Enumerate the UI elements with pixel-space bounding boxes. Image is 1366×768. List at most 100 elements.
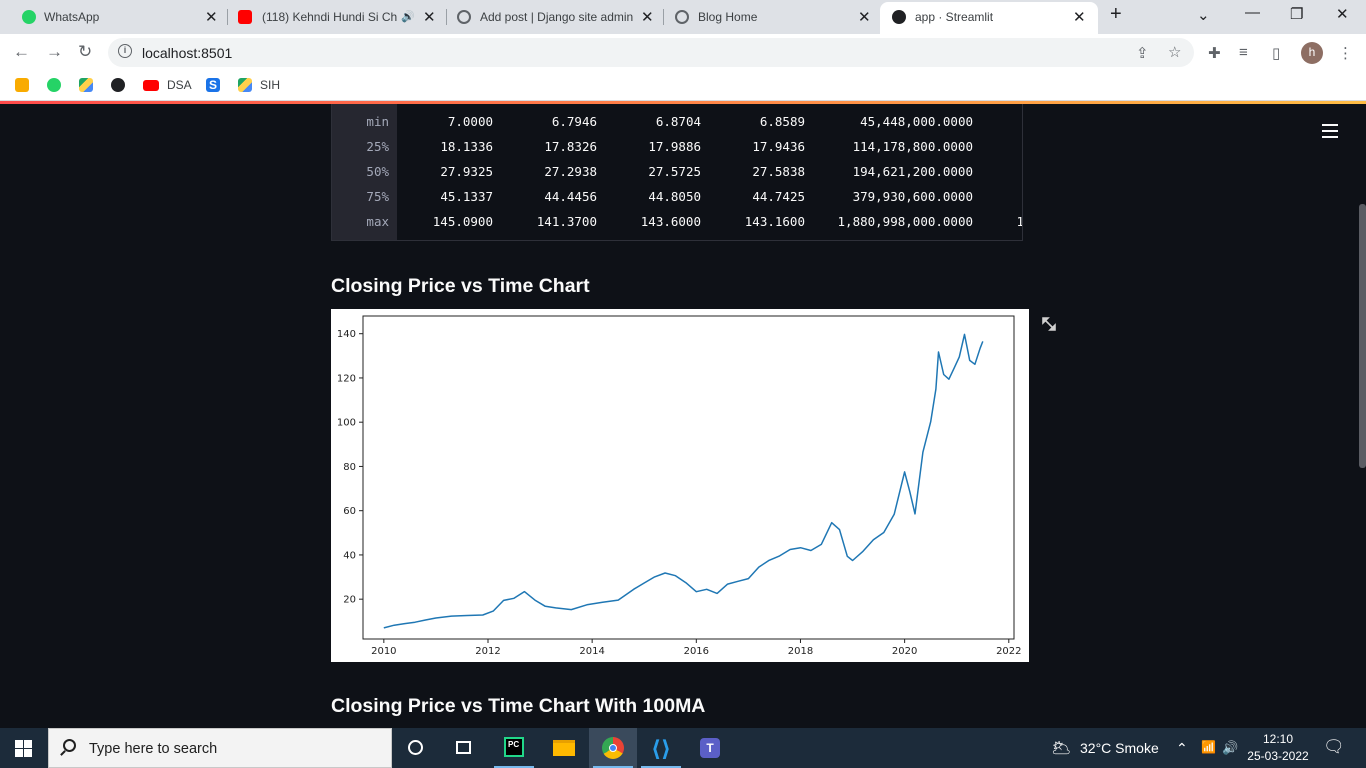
task-view-icon[interactable] — [440, 728, 488, 768]
teams-icon[interactable]: T — [686, 728, 734, 768]
table-cell: 45,448,000.0000 — [860, 114, 973, 129]
share-icon[interactable]: ⇪ — [1136, 45, 1149, 62]
browser-menu-icon[interactable]: ⋮ — [1338, 45, 1353, 62]
table-cell: 17.8326 — [544, 139, 597, 154]
clock-time: 12:10 — [1262, 732, 1294, 746]
section-title-closing-price: Closing Price vs Time Chart — [331, 275, 590, 297]
tab-youtube[interactable]: (118) Kehndi Hundi Si Ch 🔊 ✕ — [228, 0, 447, 34]
table-cell: 379,930,600.0000 — [852, 189, 973, 204]
globe-icon — [675, 10, 689, 24]
table-cell: 143.6000 — [640, 214, 701, 229]
tab-blog-home[interactable]: Blog Home ✕ — [664, 0, 880, 34]
bookmark-dsa[interactable]: DSA — [143, 77, 192, 93]
y-tick-label: 140 — [337, 329, 356, 340]
windows-start-icon[interactable] — [15, 740, 32, 757]
tab-title: app · Streamlit — [915, 10, 994, 24]
close-tab-icon[interactable]: ✕ — [1073, 9, 1086, 26]
close-tab-icon[interactable]: ✕ — [641, 9, 654, 26]
minimize-icon[interactable]: — — [1245, 4, 1260, 21]
bookmark-s[interactable]: S — [206, 77, 228, 93]
new-tab-icon[interactable]: + — [1110, 3, 1122, 25]
whatsapp-icon — [47, 78, 61, 92]
table-cell: 44.4456 — [544, 189, 597, 204]
page-scrollbar[interactable] — [1359, 204, 1366, 468]
tab-whatsapp[interactable]: WhatsApp ✕ — [0, 0, 228, 34]
restore-icon[interactable]: ❐ — [1290, 6, 1304, 23]
wifi-icon[interactable]: 📶 — [1201, 740, 1216, 754]
classroom-icon — [15, 78, 29, 92]
window-close-icon[interactable]: ✕ — [1336, 6, 1349, 23]
tab-search-chevron-icon[interactable]: ⌄ — [1197, 7, 1210, 24]
tab-title: WhatsApp — [44, 10, 100, 24]
weather-text[interactable]: 32°C Smoke — [1080, 740, 1159, 756]
table-cell: 145.0900 — [432, 214, 493, 229]
chrome-icon[interactable] — [589, 728, 637, 768]
weather-sun-icon[interactable]: 🌥 — [1051, 740, 1072, 757]
youtube-icon — [238, 10, 252, 24]
address-bar[interactable]: i localhost:8501 ⇪ ☆ — [108, 38, 1194, 67]
dataframe-index-column — [332, 104, 397, 240]
table-cell: 141.3700 — [536, 214, 597, 229]
reload-icon[interactable]: ↻ — [78, 42, 93, 61]
taskbar-search-box[interactable]: Type here to search — [48, 728, 392, 768]
notifications-icon[interactable]: 🗨 — [1323, 737, 1345, 756]
taskbar-clock[interactable]: 12:10 25-03-2022 — [1243, 731, 1313, 765]
site-info-icon[interactable]: i — [118, 44, 132, 58]
table-cell: 44.8050 — [648, 189, 701, 204]
url-text[interactable]: localhost:8501 — [142, 45, 233, 61]
describe-dataframe[interactable]: min 7.0000 6.7946 6.8704 6.8589 45,448,000.00… — [331, 104, 1023, 241]
y-tick-label: 40 — [343, 550, 356, 561]
tab-title: Add post | Django site admin — [480, 10, 634, 24]
x-tick-label: 2018 — [788, 646, 813, 657]
section-title-100ma: Closing Price vs Time Chart With 100MA — [331, 695, 706, 717]
vscode-icon[interactable]: ⟨⟩ — [637, 728, 685, 768]
tray-chevron-icon[interactable]: ⌃ — [1176, 740, 1188, 756]
close-tab-icon[interactable]: ✕ — [858, 9, 871, 26]
tab-streamlit[interactable]: app · Streamlit ✕ — [880, 2, 1098, 34]
bookmark-classroom[interactable] — [15, 77, 37, 93]
bookmark-star-icon[interactable]: ☆ — [1168, 44, 1182, 61]
browser-toolbar: ← → ↻ i localhost:8501 ⇪ ☆ ✚ ≡ ▯ h ⋮ — [0, 34, 1366, 70]
table-cell: 7.0000 — [447, 114, 493, 129]
fullscreen-expand-icon[interactable] — [1041, 316, 1057, 332]
streamlit-menu-icon[interactable] — [1322, 124, 1338, 142]
bookmark-github[interactable] — [111, 77, 133, 93]
table-cell: 27.5838 — [752, 164, 805, 179]
bookmark-sih[interactable]: SIH — [238, 77, 280, 93]
x-tick-label: 2010 — [371, 646, 396, 657]
close-tab-icon[interactable]: ✕ — [205, 9, 218, 26]
table-row: 50% 27.9325 27.2938 27.5725 27.5838 194,621,2… — [332, 159, 1022, 184]
volume-icon[interactable]: 🔊 — [1222, 740, 1239, 755]
windows-taskbar: Type here to search PC ⟨⟩ T 🌥 32°C Smoke… — [0, 728, 1366, 768]
clock-date: 25-03-2022 — [1247, 749, 1309, 763]
plot-frame — [362, 315, 1015, 640]
tab-django-admin[interactable]: Add post | Django site admin ✕ — [447, 0, 664, 34]
y-tick-label: 60 — [343, 506, 356, 517]
back-arrow-icon[interactable]: ← — [13, 42, 30, 61]
y-tick-label: 20 — [343, 595, 356, 606]
profile-avatar[interactable]: h — [1301, 42, 1323, 64]
row-index-label: 50% — [366, 164, 389, 179]
cortana-icon[interactable] — [392, 728, 440, 768]
row-index-label: 25% — [366, 139, 389, 154]
chart-svg: 2010 2012 2014 2016 2018 2020 2022 20 40 60 80 100 1… — [337, 315, 1022, 657]
bookmark-drive[interactable] — [79, 77, 101, 93]
extensions-puzzle-icon[interactable]: ✚ — [1208, 45, 1221, 62]
bookmark-label: SIH — [260, 78, 281, 92]
table-cell: 45.1337 — [440, 189, 493, 204]
table-cell: 27.9325 — [440, 164, 493, 179]
streamlit-icon — [892, 10, 906, 24]
table-cell: 6.8704 — [655, 114, 701, 129]
bookmark-whatsapp[interactable] — [47, 77, 69, 93]
close-tab-icon[interactable]: ✕ — [423, 9, 436, 26]
table-cell: 114,178,800.0000 — [852, 139, 973, 154]
forward-arrow-icon[interactable]: → — [46, 42, 63, 61]
bookmark-label: DSA — [167, 78, 192, 92]
media-queue-icon[interactable]: ≡ — [1239, 44, 1248, 61]
file-explorer-icon[interactable] — [540, 728, 588, 768]
x-tick-label: 2022 — [996, 646, 1021, 657]
side-panel-icon[interactable]: ▯ — [1272, 45, 1281, 62]
pycharm-icon[interactable]: PC — [490, 728, 538, 768]
y-tick-label: 80 — [343, 462, 356, 473]
speaker-icon[interactable]: 🔊 — [401, 11, 415, 23]
